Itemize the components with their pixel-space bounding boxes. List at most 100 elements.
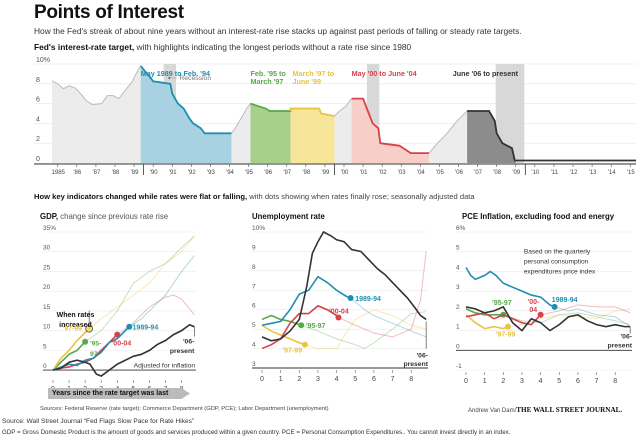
pce-label-p89: 1989-94 [552, 297, 578, 304]
pce-ytick-label: 4 [456, 264, 460, 271]
gdp-label-p00: '00-04 [112, 341, 132, 348]
pce-xtick-label: 2 [501, 378, 505, 385]
pce-series-p97 [465, 314, 509, 330]
unemp-label-p97: '97-99 [283, 347, 303, 354]
pce-ytick-label: 2 [456, 304, 460, 311]
disclaimer-footnote: GDP = Gross Domestic Product is the amou… [2, 429, 511, 436]
pce-label-p00-1: '00- [528, 299, 540, 306]
period-label-p06: June '06 to present [453, 69, 519, 78]
pce-note-1: Based on the quarterly [524, 249, 591, 256]
rate-chart-heading-bold: Fed's interest-rate target, [34, 42, 135, 52]
unemp-series-p97 [261, 324, 306, 346]
gdp-ytick-label: 0 [43, 363, 47, 370]
unemp-ytick-label: 8 [252, 264, 256, 271]
period-label-p97-2: June '99 [292, 77, 320, 86]
unemp-label-p06-1: '06- [417, 352, 428, 359]
pce-series-p95 [465, 308, 504, 316]
pce-note-2: personal consumption [524, 259, 589, 266]
gdp-series-p95 [52, 341, 86, 371]
unemp-series-p95 [261, 314, 302, 327]
unemp-series-p89 [261, 275, 351, 327]
indicators-heading-rest: with dots showing when rates finally ros… [247, 192, 475, 201]
rate-xtick-label: '86 [73, 170, 81, 176]
rate-xtick-label: '95 [245, 170, 253, 176]
rate-ytick-label: 10% [36, 57, 50, 64]
pce-xtick-label: 7 [595, 378, 599, 385]
rate-xtick-label: '13 [589, 170, 597, 176]
pce-panel-title: PCE Inflation, excluding food and energy [462, 212, 614, 221]
pce-label-p97: '97-99 [496, 331, 516, 338]
rate-xtick-label: 1985 [52, 170, 66, 176]
rate-xtick-label: '15 [627, 170, 635, 176]
pce-label-p00-2: 04 [529, 307, 537, 314]
rate-chart-heading: Fed's interest-rate target, with highlig… [34, 42, 411, 52]
unemp-rate-rise-dot-p95 [298, 322, 305, 329]
gdp-ytick-label: 5 [43, 343, 47, 350]
pce-rate-rise-dot-p89 [551, 303, 558, 310]
unemployment-panel-title: Unemployment rate [252, 212, 325, 221]
pce-ytick-label: -1 [456, 363, 462, 370]
pce-ytick-label: 0 [456, 343, 460, 350]
rate-ytick-label: 0 [36, 156, 40, 163]
gdp-when-increased-label-2: increased [59, 322, 92, 329]
rate-xtick-label: '12 [570, 170, 578, 176]
pce-xtick-label: 5 [557, 378, 561, 385]
unemp-ytick-label: 5 [252, 322, 256, 329]
gdp-when-increased-marker [85, 324, 94, 333]
rate-xtick-label: '01 [360, 170, 368, 176]
pce-series-p89 [465, 267, 555, 308]
unemp-series-p06 [261, 230, 427, 342]
pce-ytick-label: 1 [456, 324, 460, 331]
unemp-label-p95: '95-97 [306, 323, 326, 330]
pce-rate-rise-dot-p97 [504, 323, 511, 330]
unemp-xtick-label: 0 [260, 376, 264, 383]
period-area-p00 [351, 98, 429, 163]
rate-xtick-label: '97 [283, 170, 291, 176]
period-label-p95-2: March '97 [250, 77, 283, 86]
unemp-xtick-label: 4 [335, 376, 339, 383]
unemp-xtick-label: 2 [297, 376, 301, 383]
unemp-label-p00: '00-04 [329, 309, 349, 316]
rate-xtick-label: '88 [112, 170, 120, 176]
gdp-ytick-label: 30 [43, 245, 51, 252]
rate-xtick-label: '04 [417, 170, 425, 176]
pce-rate-rise-dot-p00 [537, 311, 544, 318]
unemp-xtick-label: 6 [372, 376, 376, 383]
byline-author: Andrew Van Dam/ [468, 408, 517, 414]
gdp-ytick-label: 25 [43, 264, 51, 271]
unemp-rate-rise-dot-p00 [335, 314, 342, 321]
gdp-series-p97 [52, 328, 90, 371]
gdp-panel-title: GDP, change since previous rate rise [40, 212, 168, 221]
page-subtitle: How the Fed's streak of about nine years… [34, 26, 522, 36]
unemp-ytick-label: 7 [252, 283, 256, 290]
byline: Andrew Van Dam/THE WALL STREET JOURNAL. [468, 406, 622, 414]
rate-xtick-label: '93 [207, 170, 215, 176]
gdp-ytick-label: 35% [43, 225, 56, 232]
period-line-p00 [351, 97, 429, 154]
gdp-title-rest: change since previous rate rise [58, 212, 169, 221]
unemp-ytick-label: 4 [252, 342, 256, 349]
rate-ytick-label: 8 [36, 77, 40, 84]
source-footnote: Source: Wall Street Journal “Fed Flags S… [2, 418, 195, 425]
gdp-when-increased-label-1: When rates [57, 312, 95, 319]
period-line-p97 [289, 107, 335, 117]
unemp-series-faded-p06 [261, 231, 427, 342]
pce-xtick-label: 6 [576, 378, 580, 385]
gdp-label-p97: '97-99 [63, 326, 82, 333]
pce-label-p95: '95-97 [492, 300, 512, 307]
unemp-label-p06-2: present [403, 361, 428, 368]
gdp-xaxis-label: Years since the rate target was last rai… [48, 388, 190, 399]
rate-xtick-label: '03 [398, 170, 406, 176]
rate-ytick-label: 2 [36, 136, 40, 143]
period-area-p89 [140, 65, 232, 163]
rate-xtick-label: '05 [436, 170, 444, 176]
rate-xtick-label: '14 [608, 170, 616, 176]
gdp-rate-rise-dot-p95 [82, 338, 89, 345]
pce-xtick-label: 3 [520, 378, 524, 385]
unemp-xtick-label: 5 [353, 376, 357, 383]
period-area-p97 [290, 108, 335, 163]
unemp-ytick-label: 3 [252, 361, 256, 368]
rate-xtick-label: '02 [379, 170, 387, 176]
pce-xtick-label: 0 [464, 378, 468, 385]
